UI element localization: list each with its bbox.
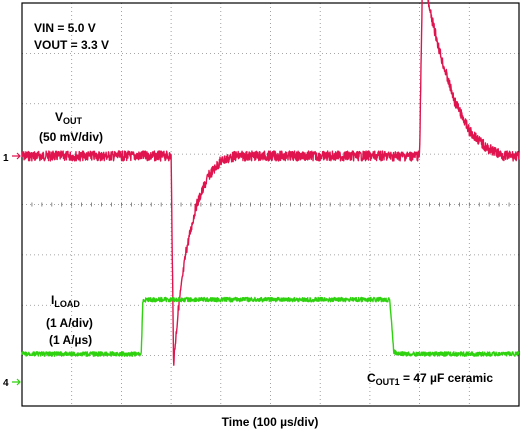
iload-scale-label: (1 A/div) — [46, 316, 93, 330]
vin-annotation: VIN = 5.0 V — [34, 21, 96, 35]
plot-frame — [21, 2, 520, 407]
iload-label-main: I — [51, 293, 54, 307]
channel-1-arrow-icon — [12, 152, 21, 160]
iload-rate-label: (1 A/µs) — [49, 333, 92, 347]
iload-series-label: ILOAD — [51, 293, 80, 309]
iload-trace — [21, 296, 520, 357]
channel-4-marker: 4 — [3, 378, 9, 389]
x-axis-label: Time (100 µs/div) — [222, 415, 319, 429]
vout-scale-label: (50 mV/div) — [39, 130, 103, 144]
vout-label-main: V — [55, 110, 63, 124]
cout-annotation: COUT1 = 47 µF ceramic — [367, 371, 493, 387]
vout-annotation: VOUT = 3.3 V — [34, 38, 109, 52]
channel-1-marker: 1 — [3, 153, 9, 164]
vout-label-sub: OUT — [63, 116, 83, 126]
vout-series-label: VOUT — [55, 110, 83, 126]
cout-rest: = 47 µF ceramic — [400, 371, 494, 385]
iload-label-sub: LOAD — [54, 299, 80, 309]
vout-trace — [21, 0, 520, 366]
grid — [21, 3, 520, 406]
cout-main: C — [367, 371, 376, 385]
cout-sub: OUT1 — [376, 377, 400, 387]
channel-4-arrow-icon — [12, 378, 21, 386]
